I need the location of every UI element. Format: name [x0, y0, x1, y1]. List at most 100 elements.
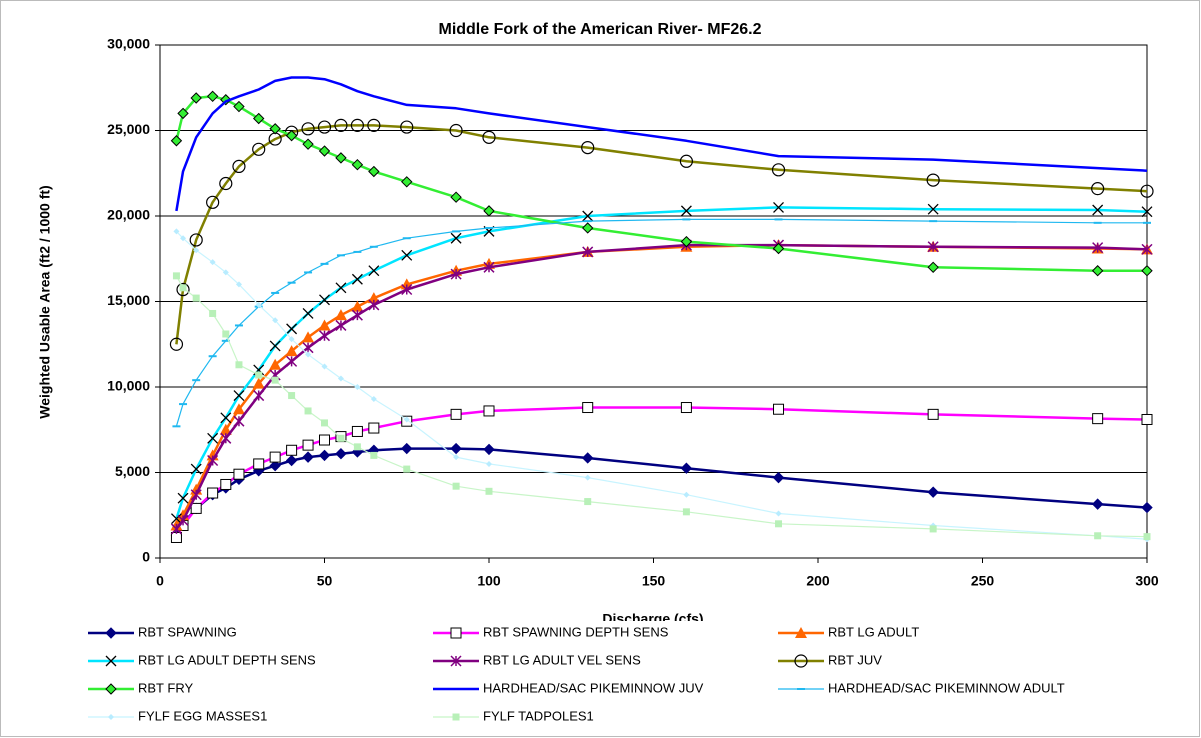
- marker: [269, 123, 281, 135]
- marker: [209, 309, 217, 317]
- marker: [680, 462, 693, 474]
- marker: [190, 463, 202, 475]
- marker: [286, 323, 298, 335]
- marker: [929, 525, 937, 533]
- marker: [271, 376, 279, 384]
- marker: [255, 301, 262, 308]
- y-tick-label: 15,000: [107, 292, 150, 308]
- marker: [253, 390, 265, 402]
- marker: [927, 486, 939, 498]
- marker: [177, 492, 189, 504]
- marker: [180, 235, 187, 242]
- marker: [207, 454, 219, 467]
- marker: [170, 531, 182, 543]
- marker: [220, 412, 232, 424]
- marker: [219, 423, 232, 435]
- marker: [286, 355, 298, 367]
- legend-label: RBT LG ADULT: [828, 624, 919, 639]
- marker: [353, 443, 361, 451]
- marker: [189, 233, 203, 247]
- marker: [368, 299, 380, 311]
- marker: [219, 176, 233, 191]
- y-tick-label: 30,000: [107, 36, 150, 52]
- marker: [233, 415, 245, 427]
- marker: [235, 361, 243, 369]
- marker: [302, 331, 315, 343]
- marker: [582, 402, 594, 414]
- x-tick-label: 50: [317, 573, 333, 589]
- legend-label: FYLF EGG MASSES1: [138, 708, 267, 723]
- marker: [105, 683, 117, 695]
- marker: [351, 158, 364, 171]
- marker: [485, 487, 493, 495]
- marker: [795, 627, 807, 638]
- x-tick-label: 300: [1135, 573, 1159, 589]
- marker: [220, 478, 232, 490]
- marker: [1141, 206, 1153, 218]
- marker: [581, 222, 594, 234]
- marker: [450, 191, 462, 203]
- marker: [170, 135, 183, 147]
- marker: [177, 107, 189, 120]
- marker: [680, 235, 693, 248]
- marker: [367, 118, 381, 132]
- marker: [403, 416, 410, 423]
- legend: RBT SPAWNING RBT SPAWNING DEPTH SENS RBT L…: [88, 624, 1065, 723]
- marker: [450, 442, 462, 455]
- marker: [170, 523, 182, 535]
- marker: [1140, 184, 1154, 198]
- marker: [1092, 242, 1104, 254]
- marker: [288, 392, 296, 400]
- plot-area: 0 5,000 10,000 15,000 20,000 25,000 30,000 0 50 1…: [107, 36, 1159, 589]
- marker: [176, 282, 190, 297]
- marker: [304, 407, 312, 415]
- marker: [452, 713, 460, 721]
- marker: [220, 432, 232, 444]
- marker: [483, 405, 495, 417]
- marker: [772, 471, 785, 484]
- marker: [771, 163, 786, 177]
- marker: [682, 508, 690, 516]
- marker: [269, 340, 281, 352]
- marker: [450, 408, 462, 420]
- marker: [301, 122, 315, 136]
- marker: [335, 282, 347, 294]
- marker: [403, 465, 411, 473]
- marker: [302, 138, 314, 150]
- marker: [253, 458, 265, 470]
- marker: [319, 294, 330, 306]
- marker: [206, 90, 219, 103]
- legend-background: [80, 621, 1150, 733]
- marker: [483, 205, 495, 217]
- marker: [252, 377, 265, 389]
- marker: [680, 402, 692, 414]
- legend-label: FYLF TADPOLES1: [483, 708, 594, 723]
- marker: [334, 309, 347, 321]
- marker: [1141, 265, 1153, 277]
- series-line: [175, 124, 1148, 345]
- marker: [368, 265, 380, 277]
- marker: [482, 130, 496, 144]
- marker: [302, 439, 314, 451]
- y-tick-label: 20,000: [107, 207, 150, 223]
- marker: [206, 195, 220, 209]
- legend-label: RBT SPAWNING DEPTH SENS: [483, 624, 669, 639]
- marker: [927, 261, 939, 274]
- marker: [351, 300, 364, 312]
- marker: [232, 403, 245, 415]
- marker: [772, 242, 785, 255]
- marker: [179, 284, 187, 292]
- y-tick-label: 5,000: [115, 463, 150, 479]
- marker: [370, 395, 377, 402]
- marker: [401, 283, 413, 296]
- marker: [337, 434, 345, 442]
- y-axis-label: Weighted Usable Area (ft2 / 1000 ft): [37, 185, 53, 418]
- marker: [302, 308, 314, 319]
- marker: [1091, 265, 1104, 277]
- marker: [233, 100, 245, 113]
- marker: [172, 272, 180, 280]
- marker: [1091, 182, 1105, 196]
- marker: [190, 489, 202, 501]
- marker: [1091, 498, 1104, 510]
- marker: [450, 627, 462, 639]
